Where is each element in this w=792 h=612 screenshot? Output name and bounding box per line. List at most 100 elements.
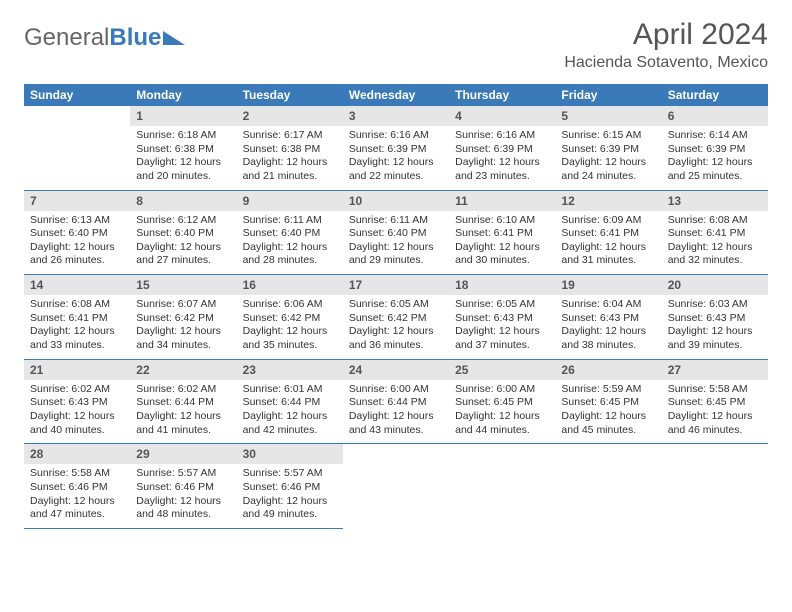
day-body: Sunrise: 6:16 AMSunset: 6:39 PMDaylight:… [449, 126, 555, 190]
day-body: Sunrise: 6:13 AMSunset: 6:40 PMDaylight:… [24, 211, 130, 275]
day-number: 6 [662, 106, 768, 126]
day-number: 18 [449, 275, 555, 295]
day-body: Sunrise: 6:04 AMSunset: 6:43 PMDaylight:… [555, 295, 661, 359]
sunset-text: Sunset: 6:43 PM [30, 396, 124, 410]
day-body: Sunrise: 6:12 AMSunset: 6:40 PMDaylight:… [130, 211, 236, 275]
day-number: 23 [237, 360, 343, 380]
daylight-text: Daylight: 12 hours and 27 minutes. [136, 241, 230, 268]
calendar-day: 28Sunrise: 5:58 AMSunset: 6:46 PMDayligh… [24, 444, 130, 529]
daylight-text: Daylight: 12 hours and 24 minutes. [561, 156, 655, 183]
calendar-day: 12Sunrise: 6:09 AMSunset: 6:41 PMDayligh… [555, 190, 661, 275]
calendar-day: 13Sunrise: 6:08 AMSunset: 6:41 PMDayligh… [662, 190, 768, 275]
calendar-day: .. [24, 106, 130, 190]
day-number: 7 [24, 191, 130, 211]
day-body: Sunrise: 5:57 AMSunset: 6:46 PMDaylight:… [237, 464, 343, 528]
calendar-day: 1Sunrise: 6:18 AMSunset: 6:38 PMDaylight… [130, 106, 236, 190]
calendar-day: .. [449, 444, 555, 529]
day-number: 21 [24, 360, 130, 380]
day-number: 22 [130, 360, 236, 380]
calendar-day: 27Sunrise: 5:58 AMSunset: 6:45 PMDayligh… [662, 359, 768, 444]
sunset-text: Sunset: 6:39 PM [455, 143, 549, 157]
daylight-text: Daylight: 12 hours and 46 minutes. [668, 410, 762, 437]
sunset-text: Sunset: 6:44 PM [136, 396, 230, 410]
sunrise-text: Sunrise: 6:10 AM [455, 214, 549, 228]
day-body: Sunrise: 6:00 AMSunset: 6:44 PMDaylight:… [343, 380, 449, 444]
daylight-text: Daylight: 12 hours and 47 minutes. [30, 495, 124, 522]
sunrise-text: Sunrise: 6:07 AM [136, 298, 230, 312]
daylight-text: Daylight: 12 hours and 31 minutes. [561, 241, 655, 268]
sunrise-text: Sunrise: 6:16 AM [455, 129, 549, 143]
sunrise-text: Sunrise: 5:57 AM [243, 467, 337, 481]
calendar-day: 19Sunrise: 6:04 AMSunset: 6:43 PMDayligh… [555, 275, 661, 360]
calendar-week: 14Sunrise: 6:08 AMSunset: 6:41 PMDayligh… [24, 275, 768, 360]
daylight-text: Daylight: 12 hours and 40 minutes. [30, 410, 124, 437]
calendar-day: 22Sunrise: 6:02 AMSunset: 6:44 PMDayligh… [130, 359, 236, 444]
day-body: Sunrise: 6:01 AMSunset: 6:44 PMDaylight:… [237, 380, 343, 444]
daylight-text: Daylight: 12 hours and 22 minutes. [349, 156, 443, 183]
day-number: 9 [237, 191, 343, 211]
daylight-text: Daylight: 12 hours and 42 minutes. [243, 410, 337, 437]
daylight-text: Daylight: 12 hours and 34 minutes. [136, 325, 230, 352]
day-body: Sunrise: 6:03 AMSunset: 6:43 PMDaylight:… [662, 295, 768, 359]
daylight-text: Daylight: 12 hours and 20 minutes. [136, 156, 230, 183]
calendar-day: 7Sunrise: 6:13 AMSunset: 6:40 PMDaylight… [24, 190, 130, 275]
daylight-text: Daylight: 12 hours and 25 minutes. [668, 156, 762, 183]
calendar-day: 24Sunrise: 6:00 AMSunset: 6:44 PMDayligh… [343, 359, 449, 444]
sunrise-text: Sunrise: 6:02 AM [136, 383, 230, 397]
day-body: Sunrise: 6:07 AMSunset: 6:42 PMDaylight:… [130, 295, 236, 359]
day-body: Sunrise: 6:06 AMSunset: 6:42 PMDaylight:… [237, 295, 343, 359]
day-number: 30 [237, 444, 343, 464]
daylight-text: Daylight: 12 hours and 32 minutes. [668, 241, 762, 268]
weekday-header: Thursday [449, 84, 555, 106]
sunset-text: Sunset: 6:39 PM [349, 143, 443, 157]
calendar-day: 25Sunrise: 6:00 AMSunset: 6:45 PMDayligh… [449, 359, 555, 444]
day-body: Sunrise: 6:18 AMSunset: 6:38 PMDaylight:… [130, 126, 236, 190]
sunrise-text: Sunrise: 6:00 AM [455, 383, 549, 397]
day-number: 14 [24, 275, 130, 295]
day-body: Sunrise: 6:11 AMSunset: 6:40 PMDaylight:… [237, 211, 343, 275]
day-number: 25 [449, 360, 555, 380]
calendar-day: 16Sunrise: 6:06 AMSunset: 6:42 PMDayligh… [237, 275, 343, 360]
calendar-day: 11Sunrise: 6:10 AMSunset: 6:41 PMDayligh… [449, 190, 555, 275]
location: Hacienda Sotavento, Mexico [564, 54, 768, 72]
month-title: April 2024 [564, 18, 768, 52]
sunset-text: Sunset: 6:43 PM [668, 312, 762, 326]
calendar-day: 15Sunrise: 6:07 AMSunset: 6:42 PMDayligh… [130, 275, 236, 360]
day-body: Sunrise: 6:00 AMSunset: 6:45 PMDaylight:… [449, 380, 555, 444]
sunset-text: Sunset: 6:45 PM [561, 396, 655, 410]
day-body: Sunrise: 6:08 AMSunset: 6:41 PMDaylight:… [24, 295, 130, 359]
sunrise-text: Sunrise: 6:08 AM [30, 298, 124, 312]
sunrise-text: Sunrise: 5:57 AM [136, 467, 230, 481]
sunrise-text: Sunrise: 6:12 AM [136, 214, 230, 228]
daylight-text: Daylight: 12 hours and 33 minutes. [30, 325, 124, 352]
day-body: Sunrise: 6:02 AMSunset: 6:44 PMDaylight:… [130, 380, 236, 444]
sunset-text: Sunset: 6:43 PM [455, 312, 549, 326]
daylight-text: Daylight: 12 hours and 36 minutes. [349, 325, 443, 352]
day-number: 12 [555, 191, 661, 211]
day-body: Sunrise: 6:09 AMSunset: 6:41 PMDaylight:… [555, 211, 661, 275]
sunset-text: Sunset: 6:41 PM [30, 312, 124, 326]
sunrise-text: Sunrise: 6:16 AM [349, 129, 443, 143]
sunrise-text: Sunrise: 6:05 AM [349, 298, 443, 312]
sunset-text: Sunset: 6:44 PM [243, 396, 337, 410]
calendar-week: 21Sunrise: 6:02 AMSunset: 6:43 PMDayligh… [24, 359, 768, 444]
sunrise-text: Sunrise: 5:59 AM [561, 383, 655, 397]
day-number: 26 [555, 360, 661, 380]
sunrise-text: Sunrise: 6:11 AM [349, 214, 443, 228]
daylight-text: Daylight: 12 hours and 48 minutes. [136, 495, 230, 522]
day-body: Sunrise: 6:16 AMSunset: 6:39 PMDaylight:… [343, 126, 449, 190]
calendar-day: 10Sunrise: 6:11 AMSunset: 6:40 PMDayligh… [343, 190, 449, 275]
weekday-header: Friday [555, 84, 661, 106]
daylight-text: Daylight: 12 hours and 44 minutes. [455, 410, 549, 437]
day-body: Sunrise: 5:57 AMSunset: 6:46 PMDaylight:… [130, 464, 236, 528]
calendar-day: 17Sunrise: 6:05 AMSunset: 6:42 PMDayligh… [343, 275, 449, 360]
daylight-text: Daylight: 12 hours and 28 minutes. [243, 241, 337, 268]
calendar-day: 6Sunrise: 6:14 AMSunset: 6:39 PMDaylight… [662, 106, 768, 190]
sunset-text: Sunset: 6:46 PM [30, 481, 124, 495]
daylight-text: Daylight: 12 hours and 39 minutes. [668, 325, 762, 352]
calendar-day: .. [343, 444, 449, 529]
calendar-day: 5Sunrise: 6:15 AMSunset: 6:39 PMDaylight… [555, 106, 661, 190]
day-body: Sunrise: 6:14 AMSunset: 6:39 PMDaylight:… [662, 126, 768, 190]
day-body: Sunrise: 5:58 AMSunset: 6:46 PMDaylight:… [24, 464, 130, 528]
sunset-text: Sunset: 6:41 PM [668, 227, 762, 241]
